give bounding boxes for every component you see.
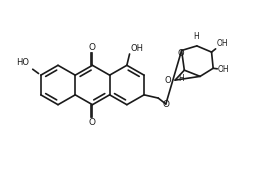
Text: O: O [162,99,169,108]
Text: O: O [88,118,95,127]
Text: O: O [177,49,184,58]
Text: H: H [178,74,184,83]
Text: OH: OH [218,65,230,74]
Text: O: O [164,76,171,85]
Text: OH: OH [216,39,228,48]
Text: O: O [88,43,95,52]
Text: HO: HO [16,57,29,66]
Text: OH: OH [131,44,144,53]
Text: H: H [193,32,199,41]
